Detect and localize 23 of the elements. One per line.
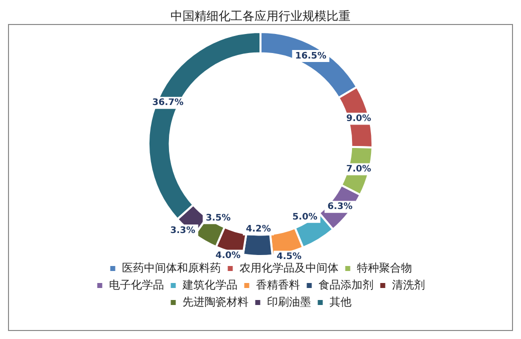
data-label: 5.0% [292,212,318,222]
legend-label: 印刷油墨 [266,295,311,308]
data-label: 4.0% [216,251,241,262]
data-label: 9.0% [346,114,372,124]
legend-label: 食品添加剂 [318,278,374,292]
legend-label: 特种聚合物 [356,261,412,274]
legend-label: 其他 [329,295,352,308]
data-label: 3.5% [206,213,231,224]
data-label: 3.3% [170,226,196,236]
data-label: 4.5% [276,252,302,262]
data-label: 4.2% [246,224,271,235]
legend-label: 建筑化学品 [181,278,238,292]
data-label: 6.3% [328,202,352,212]
legend-label: 先进陶瓷材料 [182,295,248,308]
data-label: 16.5% [295,51,326,62]
data-label: 7.0% [346,164,372,175]
legend-label: 农用化学品及中间体 [239,261,338,274]
chart-title: 中国精细化工各应用行业规模比重 [170,8,352,24]
legend-label: 医药中间体和原料药 [122,261,221,274]
data-label: 36.7% [152,98,184,108]
legend-label: 香精香料 [256,278,300,292]
legend-label: 清洗剂 [392,278,425,292]
legend-label: 电子化学品 [108,278,164,292]
